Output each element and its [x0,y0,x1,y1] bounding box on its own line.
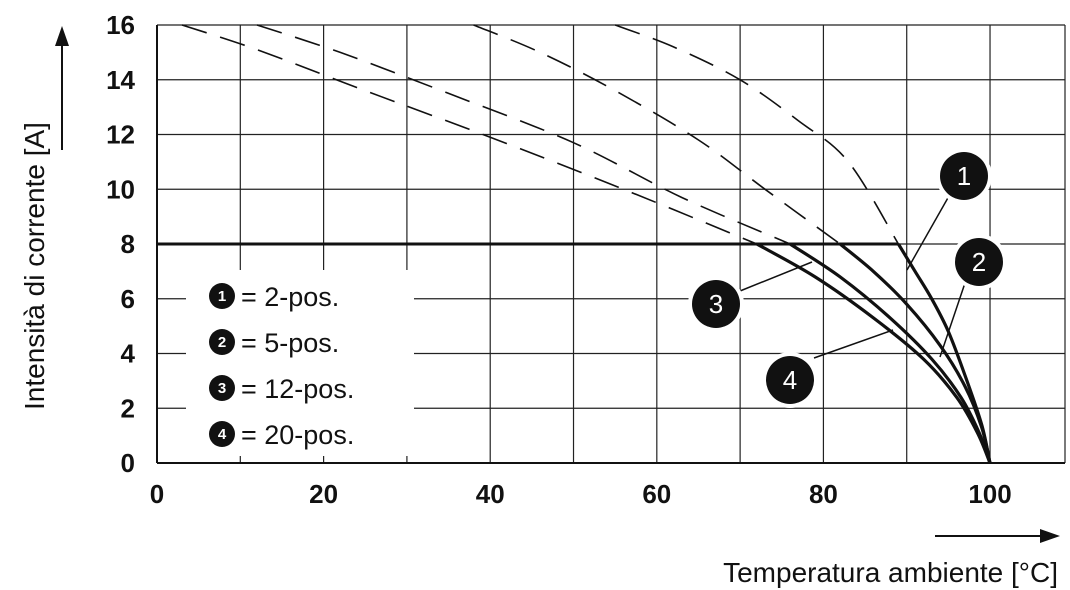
series-2-solid-curve [839,242,992,464]
x-tick-label: 100 [968,479,1011,509]
x-tick-label: 0 [150,479,164,509]
callout-number-2: 2 [972,247,986,277]
y-tick-label: 0 [121,448,135,478]
callout-leader-1 [906,195,950,271]
callout-marker-1 [940,152,988,200]
series-3-dashed-curve [256,24,791,245]
x-tick-label: 20 [309,479,338,509]
x-axis-arrowhead [1040,529,1060,543]
callout-leader-2 [939,282,966,358]
legend: 1 = 2-pos. 2 = 5-pos. 3 = 12-pos. 4 = 20-pos. [186,270,414,456]
legend-label-2: = 5-pos. [241,328,339,358]
y-tick-label: 2 [121,393,135,423]
legend-marker-1 [209,283,235,309]
y-tick-label: 6 [121,284,135,314]
y-tick-label: 10 [106,174,135,204]
callout-marker-3 [692,280,740,328]
legend-marker-number: 3 [218,380,226,397]
callout-leader-3 [739,261,813,292]
legend-label-4: = 20-pos. [241,420,354,450]
legend-marker-4 [209,421,235,447]
series-2-dashed-curve [473,24,841,245]
callout-number-4: 4 [783,365,797,395]
legend-marker-3 [209,375,235,401]
legend-marker-2 [209,329,235,355]
x-tick-label: 60 [642,479,671,509]
callout-number-3: 3 [709,289,723,319]
y-tick-label: 8 [121,229,135,259]
y-tick-label: 16 [106,10,135,40]
legend-marker-number: 2 [218,334,226,351]
callout-number-1: 1 [957,161,971,191]
y-axis-title: Intensità di corrente [A] [19,122,50,410]
callout-marker-4 [766,356,814,404]
y-tick-label: 14 [106,65,135,95]
series-4-solid-curve [756,242,992,464]
y-tick-label: 4 [121,339,136,369]
legend-marker-number: 1 [218,288,226,305]
x-axis-title: Temperatura ambiente [°C] [723,557,1058,588]
series-1-dashed-curve [614,24,900,245]
callout-marker-2 [955,238,1003,286]
callout-leader-4 [813,329,894,359]
callouts: 1 2 3 4 [688,148,1007,408]
x-tick-label: 80 [809,479,838,509]
x-tick-label: 40 [476,479,505,509]
series-4-dashed-curve [181,24,758,245]
legend-marker-number: 4 [218,426,227,443]
legend-label-1: = 2-pos. [241,282,339,312]
y-axis-arrowhead [55,26,69,46]
y-tick-label: 12 [106,120,135,150]
legend-label-3: = 12-pos. [241,374,354,404]
